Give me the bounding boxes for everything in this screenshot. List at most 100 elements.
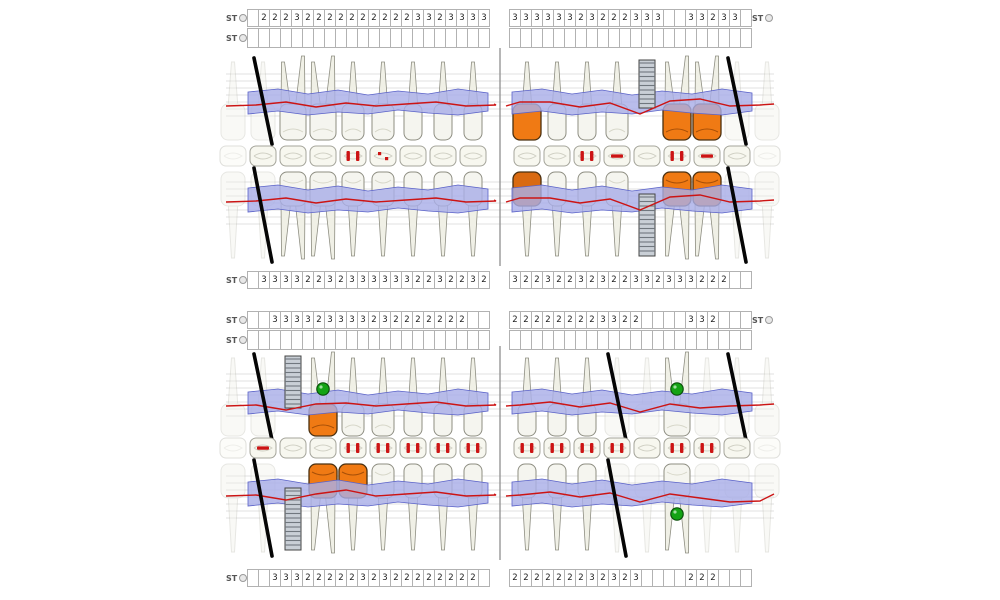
- st-value-cell[interactable]: [478, 569, 490, 587]
- st-value-cell[interactable]: 2: [509, 569, 521, 587]
- st-value-cell[interactable]: 3: [478, 9, 490, 27]
- st-value-cell[interactable]: 3: [291, 9, 303, 27]
- st-value-cell[interactable]: 2: [553, 271, 565, 289]
- tooth[interactable]: [309, 171, 337, 260]
- gear-icon[interactable]: [239, 276, 248, 284]
- occlusal-view[interactable]: [693, 437, 721, 459]
- st-value-cell[interactable]: 2: [390, 9, 402, 27]
- st-value-cell[interactable]: [740, 311, 752, 329]
- st-value-cell[interactable]: 3: [291, 271, 303, 289]
- occlusal-view[interactable]: [309, 145, 337, 167]
- st-value-cell[interactable]: 3: [368, 271, 380, 289]
- occlusal-view[interactable]: [429, 437, 457, 459]
- st-value-cell[interactable]: 2: [520, 271, 532, 289]
- st-value-cell[interactable]: [740, 28, 752, 48]
- st-value-cell[interactable]: 2: [531, 271, 543, 289]
- tooth[interactable]: [433, 171, 453, 257]
- tooth[interactable]: [463, 463, 483, 551]
- st-value-cell[interactable]: 2: [269, 9, 281, 27]
- st-value-cell[interactable]: 3: [597, 271, 609, 289]
- tooth[interactable]: [517, 463, 537, 551]
- tooth[interactable]: [341, 171, 365, 257]
- occlusal-view[interactable]: [459, 437, 487, 459]
- occlusal-view[interactable]: [663, 145, 691, 167]
- tooth[interactable]: [403, 463, 423, 551]
- crowned-tooth[interactable]: [662, 171, 692, 260]
- occlusal-view[interactable]: [753, 145, 781, 167]
- occlusal-view[interactable]: [339, 145, 367, 167]
- furcation-marker[interactable]: [670, 382, 684, 396]
- occlusal-view[interactable]: [513, 145, 541, 167]
- occlusal-view[interactable]: [459, 145, 487, 167]
- occlusal-view[interactable]: [219, 437, 247, 459]
- occlusal-view[interactable]: [399, 437, 427, 459]
- crowned-tooth[interactable]: [512, 171, 542, 257]
- occlusal-view[interactable]: [249, 437, 277, 459]
- implant-icon[interactable]: [284, 355, 302, 409]
- st-value-cell[interactable]: 2: [707, 311, 719, 329]
- st-value-cell[interactable]: 3: [630, 271, 642, 289]
- occlusal-view[interactable]: [753, 437, 781, 459]
- occlusal-view[interactable]: [633, 145, 661, 167]
- st-value-cell[interactable]: [740, 330, 752, 350]
- occlusal-view[interactable]: [429, 145, 457, 167]
- tooth[interactable]: [279, 171, 307, 260]
- st-value-cell[interactable]: 2: [401, 569, 413, 587]
- tooth[interactable]: [577, 463, 597, 551]
- gear-icon[interactable]: [239, 336, 248, 344]
- st-value-cell[interactable]: 2: [509, 311, 521, 329]
- occlusal-view[interactable]: [693, 145, 721, 167]
- occlusal-view[interactable]: [603, 437, 631, 459]
- tooth[interactable]: [577, 171, 597, 257]
- st-value-cell[interactable]: 2: [718, 271, 730, 289]
- st-value-cell[interactable]: [740, 271, 752, 289]
- st-value-cell[interactable]: 3: [674, 271, 686, 289]
- gear-icon[interactable]: [239, 34, 248, 42]
- occlusal-view[interactable]: [573, 437, 601, 459]
- crowned-tooth[interactable]: [338, 463, 368, 551]
- furcation-marker[interactable]: [316, 382, 330, 396]
- tooth[interactable]: [433, 463, 453, 551]
- occlusal-view[interactable]: [369, 145, 397, 167]
- gear-icon[interactable]: [239, 14, 248, 22]
- st-value-cell[interactable]: [478, 28, 490, 48]
- gear-icon[interactable]: [239, 574, 248, 582]
- occlusal-view[interactable]: [543, 437, 571, 459]
- occlusal-view[interactable]: [249, 145, 277, 167]
- occlusal-view[interactable]: [279, 145, 307, 167]
- gear-icon[interactable]: [765, 316, 774, 324]
- st-value-cell[interactable]: [478, 311, 490, 329]
- tooth[interactable]: [371, 171, 395, 257]
- st-value-cell[interactable]: 3: [564, 9, 576, 27]
- gear-icon[interactable]: [239, 316, 248, 324]
- occlusal-view[interactable]: [543, 145, 571, 167]
- st-value-cell[interactable]: 2: [368, 9, 380, 27]
- st-value-cell[interactable]: 2: [575, 311, 587, 329]
- st-value-cell[interactable]: 2: [575, 9, 587, 27]
- occlusal-view[interactable]: [369, 437, 397, 459]
- occlusal-view[interactable]: [723, 145, 751, 167]
- st-value-cell[interactable]: 2: [630, 311, 642, 329]
- gear-icon[interactable]: [765, 14, 774, 22]
- st-value-cell[interactable]: 3: [467, 9, 479, 27]
- occlusal-view[interactable]: [663, 437, 691, 459]
- occlusal-view[interactable]: [513, 437, 541, 459]
- occlusal-view[interactable]: [603, 145, 631, 167]
- st-value-cell[interactable]: 2: [412, 311, 424, 329]
- tooth[interactable]: [547, 171, 567, 257]
- st-value-cell[interactable]: 3: [467, 271, 479, 289]
- st-value-cell[interactable]: [478, 330, 490, 350]
- st-value-cell[interactable]: [740, 569, 752, 587]
- implant-icon[interactable]: [638, 193, 656, 257]
- tooth[interactable]: [371, 463, 395, 551]
- occlusal-view[interactable]: [309, 437, 337, 459]
- crowned-tooth[interactable]: [692, 171, 722, 260]
- occlusal-view[interactable]: [573, 145, 601, 167]
- occlusal-view[interactable]: [633, 437, 661, 459]
- crowned-tooth[interactable]: [308, 463, 338, 554]
- occlusal-view[interactable]: [279, 437, 307, 459]
- tooth[interactable]: [403, 171, 423, 257]
- implant-icon[interactable]: [638, 59, 656, 109]
- occlusal-view[interactable]: [399, 145, 427, 167]
